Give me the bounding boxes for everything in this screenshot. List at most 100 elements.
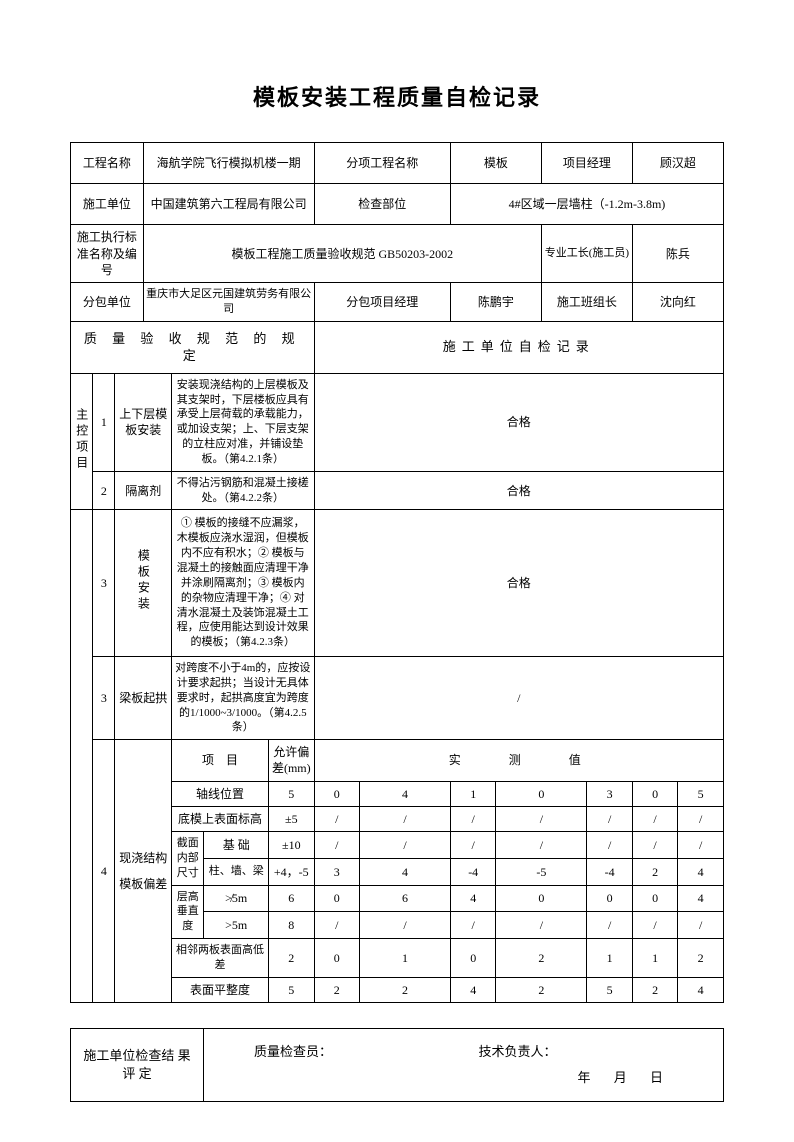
v: /: [314, 912, 359, 939]
value: 模板: [450, 143, 541, 184]
v: /: [632, 912, 677, 939]
item-result: /: [314, 657, 723, 740]
main-table: 工程名称 海航学院飞行模拟机楼一期 分项工程名称 模板 项目经理 顾汉超 施工单…: [70, 142, 724, 1003]
v: /: [314, 832, 359, 859]
v: 0: [632, 885, 677, 912]
tol: 5: [269, 781, 315, 806]
value: 陈兵: [632, 225, 723, 283]
v: 0: [314, 939, 359, 978]
v: /: [632, 806, 677, 831]
item-desc: 对跨度不小于4m的，应按设计要求起拱；当设计无具体要求时，起拱高度宜为跨度的1/…: [172, 657, 314, 740]
v: 0: [314, 885, 359, 912]
v: 4: [678, 858, 724, 885]
tol: 6: [269, 885, 315, 912]
label: 专业工长(施工员): [541, 225, 632, 283]
row-label: 底模上表面标高: [172, 806, 269, 831]
tol: ±10: [269, 832, 315, 859]
label: 施工单位: [71, 184, 144, 225]
item-result: 合格: [314, 471, 723, 510]
row-label: 相邻两板表面高低差: [172, 939, 269, 978]
v: -5: [496, 858, 587, 885]
v: /: [314, 806, 359, 831]
v: 4: [678, 885, 724, 912]
row-label: 柱、墙、梁: [204, 858, 269, 885]
item-desc: 安装现浇结构的上层模板及其支架时，下层楼板应具有承受上层荷载的承载能力，或加设支…: [172, 373, 314, 471]
self-head: 施工单位自检记录: [314, 321, 723, 373]
value: 4#区域一层墙柱（-1.2m-3.8m): [450, 184, 723, 225]
row-label: >5m: [204, 912, 269, 939]
label: 分项工程名称: [314, 143, 450, 184]
item-name: 现浇结构模板偏差: [119, 851, 167, 891]
v: -4: [450, 858, 495, 885]
v: 2: [360, 977, 451, 1002]
v: /: [587, 832, 632, 859]
item-name: 梁板起拱: [115, 657, 172, 740]
v: 2: [496, 977, 587, 1002]
group-label: 层高垂直度: [172, 885, 204, 939]
value: 顾汉超: [632, 143, 723, 184]
no: 4: [93, 740, 115, 1003]
label: 检查部位: [314, 184, 450, 225]
v: 1: [360, 939, 451, 978]
label: 工程名称: [71, 143, 144, 184]
row-label: 表面平整度: [172, 977, 269, 1002]
no: 1: [93, 373, 115, 471]
label: 项目经理: [541, 143, 632, 184]
tol: 5: [269, 977, 315, 1002]
v: 2: [632, 858, 677, 885]
label: 施工执行标准名称及编号: [71, 225, 144, 283]
item-result: 合格: [314, 373, 723, 471]
tol: 8: [269, 912, 315, 939]
v: /: [632, 832, 677, 859]
v: /: [678, 832, 724, 859]
tol: +4，-5: [269, 858, 315, 885]
no: 3: [93, 510, 115, 657]
v: /: [450, 912, 495, 939]
value: 中国建筑第六工程局有限公司: [143, 184, 314, 225]
v: 0: [632, 781, 677, 806]
v: /: [496, 912, 587, 939]
v: 2: [496, 939, 587, 978]
v: 4: [678, 977, 724, 1002]
v: 2: [314, 977, 359, 1002]
v: 4: [360, 781, 451, 806]
v: /: [360, 806, 451, 831]
footer-table: 施工单位检查结 果 评 定 质量检查员： 技术负责人： 年 月 日: [70, 1028, 724, 1102]
v: /: [450, 806, 495, 831]
tech-label: 技术负责人：: [479, 1039, 704, 1065]
v: 0: [496, 781, 587, 806]
item-name: 上下层模板安装: [115, 373, 172, 471]
v: 5: [678, 781, 724, 806]
main-items-label: 主控项目: [74, 408, 90, 472]
v: /: [360, 912, 451, 939]
row-label: ≯5m: [204, 885, 269, 912]
col-head: 实 测 值: [314, 740, 723, 781]
v: 1: [587, 939, 632, 978]
v: /: [587, 912, 632, 939]
v: 6: [360, 885, 451, 912]
v: 4: [360, 858, 451, 885]
page-title: 模板安装工程质量自检记录: [70, 80, 724, 112]
col-head: 允许偏差(mm): [269, 740, 315, 781]
spec-head: 质 量 验 收 规 范 的 规 定: [71, 321, 315, 373]
v: 5: [587, 977, 632, 1002]
v: 0: [587, 885, 632, 912]
v: 0: [496, 885, 587, 912]
v: 3: [587, 781, 632, 806]
value: 模板工程施工质量验收规范 GB50203-2002: [143, 225, 541, 283]
value: 沈向红: [632, 282, 723, 321]
v: 4: [450, 977, 495, 1002]
footer-left-label: 施工单位检查结 果 评 定: [71, 1028, 204, 1101]
item-desc: ① 模板的接缝不应漏浆，木模板应浇水湿润，但模板内不应有积水；② 模板与混凝土的…: [172, 510, 314, 657]
tol: ±5: [269, 806, 315, 831]
v: 0: [450, 939, 495, 978]
v: /: [496, 832, 587, 859]
qc-label: 质量检查员：: [254, 1039, 479, 1065]
label: 分包单位: [71, 282, 144, 321]
no: 3: [93, 657, 115, 740]
v: 1: [632, 939, 677, 978]
v: /: [678, 806, 724, 831]
value: 重庆市大足区元国建筑劳务有限公司: [143, 282, 314, 321]
group-label: 截面内部尺寸: [172, 832, 204, 886]
row-label: 轴线位置: [172, 781, 269, 806]
